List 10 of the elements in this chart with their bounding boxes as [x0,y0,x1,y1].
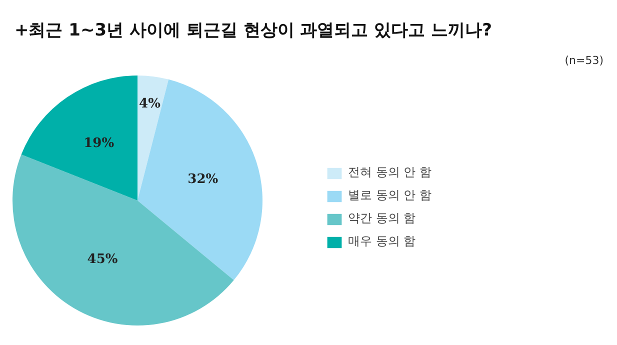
data-label: 32% [188,172,219,187]
legend-label: 약간 동의 함 [348,210,416,227]
legend-label: 전혀 동의 안 함 [348,164,432,181]
text: (n=53) [564,54,604,67]
chart-title: +최근 1~3년 사이에 퇴근길 현상이 과열되고 있다고 느끼나? [14,20,492,40]
legend-label: 별로 동의 안 함 [348,187,432,204]
legend-label: 매우 동의 함 [348,233,416,250]
data-label: 45% [87,252,118,268]
data-label: 19% [84,136,115,152]
data-label: 4% [139,96,162,112]
